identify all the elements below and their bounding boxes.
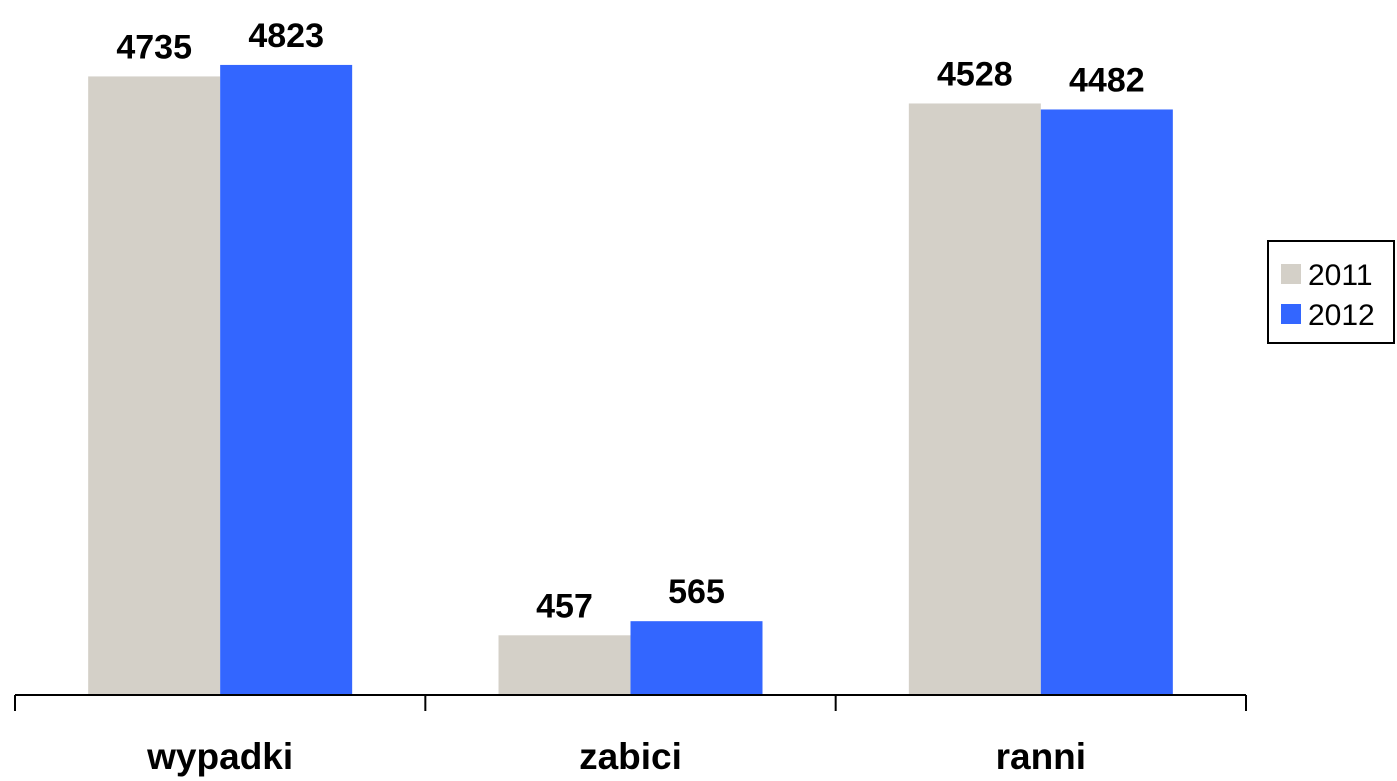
data-label-wypadki-2011: 4735 — [116, 28, 192, 66]
data-label-zabici-2011: 457 — [536, 587, 593, 625]
x-axis: wypadki zabici ranni — [14, 694, 1247, 777]
category-label-ranni: ranni — [996, 736, 1086, 777]
category-label-zabici: zabici — [579, 736, 682, 777]
legend-label-2011: 2011 — [1308, 259, 1373, 292]
legend-swatch-2012 — [1281, 304, 1301, 324]
bars-layer — [88, 64, 1173, 696]
bar-wypadki-2011 — [88, 76, 221, 695]
data-label-ranni-2011: 4528 — [937, 55, 1013, 93]
legend-swatch-2011 — [1281, 264, 1301, 284]
data-label-zabici-2012: 565 — [668, 573, 725, 611]
bar-wypadki-2012 — [220, 64, 353, 696]
bar-zabici-2012 — [630, 621, 763, 695]
legend-label-2012: 2012 — [1308, 299, 1375, 332]
bar-ranni-2011 — [908, 103, 1041, 695]
bar-ranni-2012 — [1040, 109, 1173, 695]
category-label-wypadki: wypadki — [146, 736, 293, 777]
data-labels-layer: 4735 4823 457 565 4528 4482 — [116, 17, 1144, 625]
data-label-ranni-2012: 4482 — [1069, 61, 1145, 99]
data-label-wypadki-2012: 4823 — [248, 17, 324, 55]
legend: 2011 2012 — [1267, 240, 1395, 344]
legend-box — [1267, 240, 1395, 344]
bar-zabici-2011 — [498, 635, 631, 695]
